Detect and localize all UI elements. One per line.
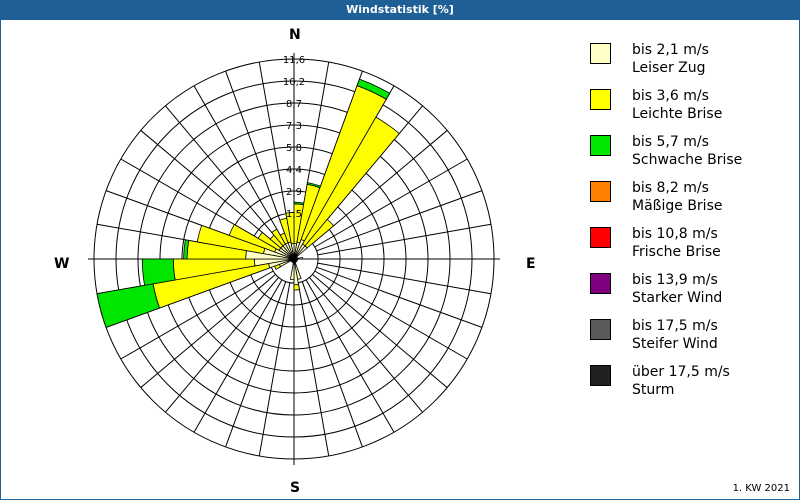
- legend-swatch: [590, 365, 611, 386]
- svg-text:11,6: 11,6: [283, 55, 305, 66]
- compass-east: E: [526, 256, 536, 272]
- svg-text:5,8: 5,8: [286, 143, 302, 154]
- compass-south: S: [290, 480, 301, 496]
- wind-rose-chart: 1,5 2,9 4,4 5,8 7,3 8,7 10,2 11,6: [88, 53, 500, 465]
- compass-north: N: [289, 27, 301, 43]
- svg-text:7,3: 7,3: [286, 121, 302, 132]
- week-label: 1. KW 2021: [732, 483, 790, 494]
- compass-west: W: [54, 256, 70, 272]
- legend-swatch: [590, 181, 611, 202]
- legend-swatch: [590, 89, 611, 110]
- svg-text:4,4: 4,4: [286, 165, 302, 176]
- legend-swatch: [590, 319, 611, 340]
- svg-text:2,9: 2,9: [286, 187, 302, 198]
- svg-text:10,2: 10,2: [283, 77, 305, 88]
- chart-title: Windstatistik [%]: [0, 0, 800, 20]
- svg-text:1,5: 1,5: [286, 209, 302, 220]
- svg-text:8,7: 8,7: [286, 99, 302, 110]
- legend-swatch: [590, 227, 611, 248]
- legend-swatch: [590, 135, 611, 156]
- legend-swatch: [590, 273, 611, 294]
- legend-swatch: [590, 43, 611, 64]
